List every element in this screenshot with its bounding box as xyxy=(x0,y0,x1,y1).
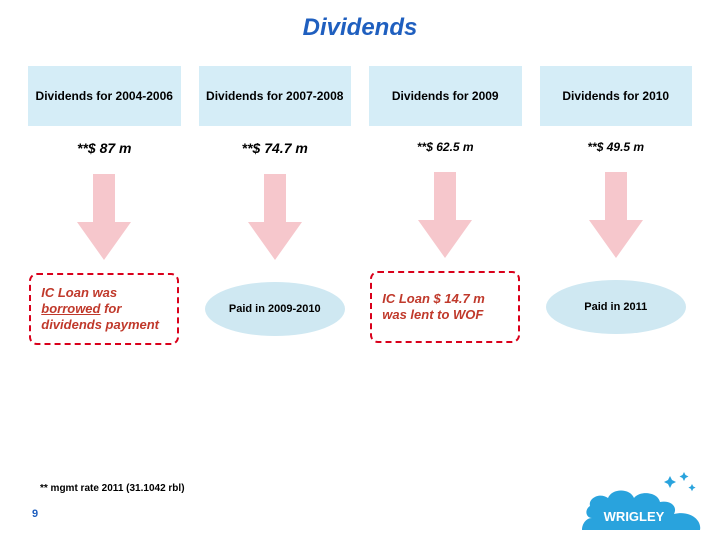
dashed-note: IC Loan $ 14.7 m was lent to WOF xyxy=(370,271,520,343)
amount-label: **$ 87 m xyxy=(77,140,131,156)
outcome: Paid in 2009-2010 xyxy=(199,270,352,348)
down-arrow-icon xyxy=(589,172,643,262)
amount-label: **$ 49.5 m xyxy=(587,140,644,154)
footnote: ** mgmt rate 2011 (31.1042 rbl) xyxy=(40,483,185,494)
outcome: Paid in 2011 xyxy=(540,268,693,346)
outcome: IC Loan $ 14.7 m was lent to WOF xyxy=(369,268,522,346)
page-title: Dividends xyxy=(0,0,720,42)
dividend-header: Dividends for 2009 xyxy=(369,66,522,126)
paid-ellipse: Paid in 2009-2010 xyxy=(205,282,345,336)
column-3: Dividends for 2010 **$ 49.5 m Paid in 201… xyxy=(540,66,693,348)
amount-label: **$ 74.7 m xyxy=(242,140,308,156)
dashed-note: IC Loan was borrowed for dividends payme… xyxy=(29,273,179,346)
column-1: Dividends for 2007-2008 **$ 74.7 m Paid i… xyxy=(199,66,352,348)
dividend-header: Dividends for 2010 xyxy=(540,66,693,126)
outcome: IC Loan was borrowed for dividends payme… xyxy=(28,270,181,348)
paid-ellipse: Paid in 2011 xyxy=(546,280,686,334)
down-arrow-icon xyxy=(77,174,131,264)
dividend-header: Dividends for 2004-2006 xyxy=(28,66,181,126)
wrigley-logo: WRIGLEY xyxy=(582,470,702,530)
page-number: 9 xyxy=(32,508,38,520)
down-arrow-icon xyxy=(248,174,302,264)
column-0: Dividends for 2004-2006 **$ 87 m IC Loan … xyxy=(28,66,181,348)
down-arrow-icon xyxy=(418,172,472,262)
column-2: Dividends for 2009 **$ 62.5 m IC Loan $ 1… xyxy=(369,66,522,348)
logo-text: WRIGLEY xyxy=(604,509,665,524)
dividend-header: Dividends for 2007-2008 xyxy=(199,66,352,126)
columns-container: Dividends for 2004-2006 **$ 87 m IC Loan … xyxy=(0,42,720,348)
amount-label: **$ 62.5 m xyxy=(417,140,474,154)
sparkle-icon xyxy=(664,472,696,491)
